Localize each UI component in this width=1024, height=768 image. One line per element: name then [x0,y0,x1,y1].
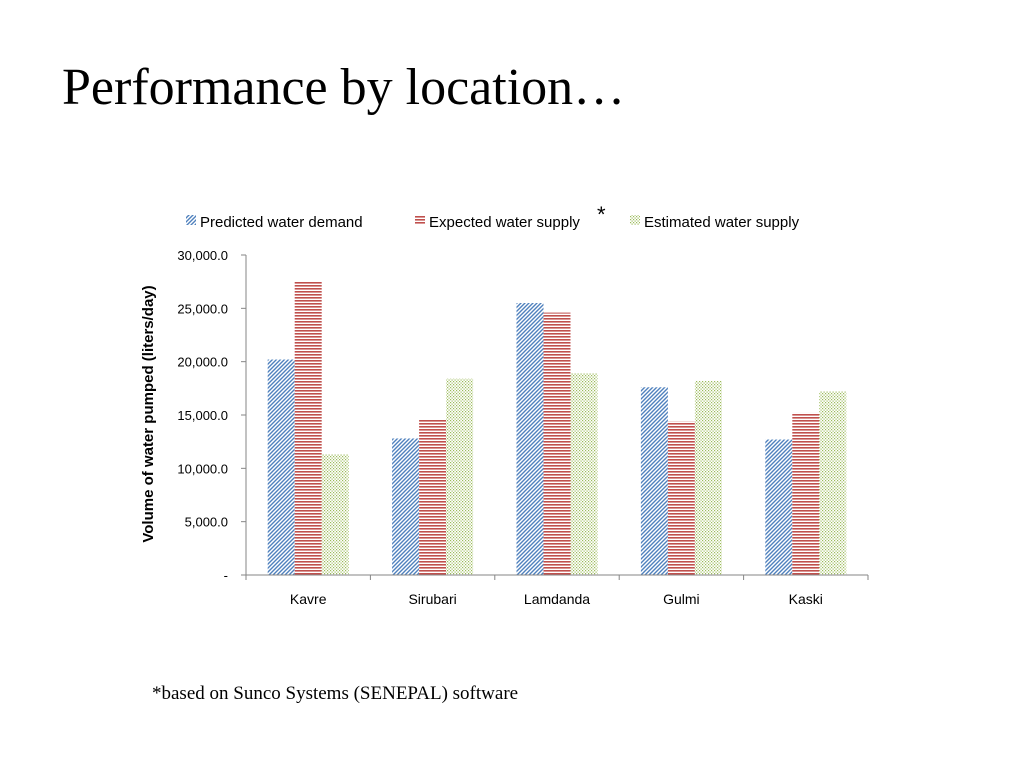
chart-legend: Predicted water demand Expected water sup… [186,202,800,231]
footnote: *based on Sunco Systems (SENEPAL) softwa… [152,683,519,704]
legend-label-predicted-water-demand: Predicted water demand [200,214,363,231]
y-tick-label: 5,000.0 [185,515,228,530]
x-tick-label: Sirubari [408,591,456,607]
x-tick-label: Lamdanda [524,591,590,607]
axes [245,255,868,576]
y-axis-label: Volume of water pumped (liters/day) [140,285,157,542]
x-tick-label: Kaski [789,591,823,607]
bar-estimated-water-supply-lamdanda [570,373,598,575]
legend-label-estimated-water-supply: Estimated water supply [644,214,800,231]
x-axis-ticks: Kavre Sirubari Lamdanda Gulmi Kaski [245,575,869,607]
x-tick-label: Gulmi [663,591,700,607]
bar-predicted-water-demand-kaski [765,439,793,575]
bar-predicted-water-demand-kavre [267,359,295,575]
bars [267,281,847,575]
legend-swatch-expected-water-supply [415,215,425,225]
y-tick-label: - [224,568,228,583]
bar-expected-water-supply-gulmi [667,421,695,575]
legend-label-expected-water-supply: Expected water supply [429,214,580,231]
x-tick-label: Kavre [290,591,327,607]
legend-swatch-estimated-water-supply [630,215,640,225]
y-axis-ticks: - 5,000.0 10,000.0 15,000.0 20,000.0 25,000.0… [177,248,246,583]
bar-expected-water-supply-kavre [294,281,322,575]
bar-predicted-water-demand-gulmi [640,387,668,575]
bar-expected-water-supply-sirubari [419,419,447,575]
slide-title: Performance by location… [62,59,626,116]
bar-expected-water-supply-lamdanda [543,312,571,575]
bar-estimated-water-supply-kaski [819,391,847,575]
bar-estimated-water-supply-sirubari [446,378,474,575]
bar-estimated-water-supply-gulmi [694,380,722,575]
bar-predicted-water-demand-lamdanda [516,303,544,575]
bar-estimated-water-supply-kavre [321,454,349,575]
bar-predicted-water-demand-sirubari [392,438,420,575]
y-tick-label: 30,000.0 [177,248,228,263]
y-tick-label: 10,000.0 [177,461,228,476]
y-tick-label: 25,000.0 [177,301,228,316]
y-tick-label: 20,000.0 [177,355,228,370]
legend-swatch-predicted-water-demand [186,215,196,225]
y-tick-label: 15,000.0 [177,408,228,423]
bar-expected-water-supply-kaski [792,412,820,575]
legend-asterisk: * [597,202,606,227]
